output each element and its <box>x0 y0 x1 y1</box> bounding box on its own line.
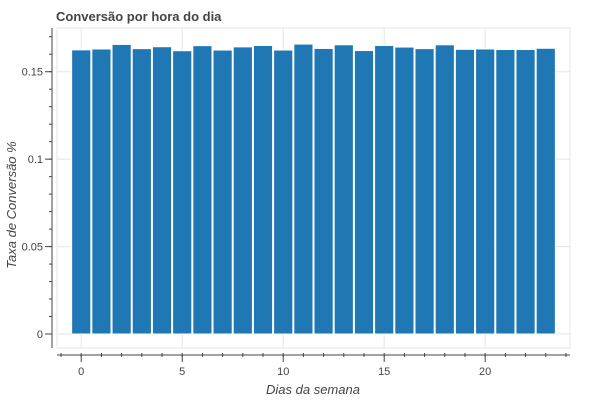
bar-hour-0 <box>71 49 92 335</box>
x-axis-label: Dias da semana <box>266 382 360 397</box>
bar-hour-9 <box>252 44 274 335</box>
bar-hour-2 <box>111 43 132 335</box>
x-tick-label: 5 <box>179 366 185 378</box>
bar-hour-13 <box>333 44 354 335</box>
bar-hour-3 <box>131 48 152 335</box>
bar-hour-4 <box>151 46 173 335</box>
bars-group <box>71 43 556 335</box>
y-axis-label: Taxa de Conversão % <box>4 141 19 268</box>
x-tick-label: 15 <box>378 366 390 378</box>
bar-hour-21 <box>495 49 516 335</box>
y-axis: 0 0.05 0.1 0.15 <box>22 28 53 348</box>
y-tick-label: 0 <box>37 329 43 341</box>
x-tick-label: 20 <box>479 366 491 378</box>
bar-hour-14 <box>353 50 375 335</box>
x-axis: 0 5 10 15 20 <box>57 353 570 378</box>
bar-hour-16 <box>394 46 415 335</box>
bar-hour-1 <box>91 48 112 335</box>
bar-hour-10 <box>273 49 294 335</box>
bar-hour-22 <box>515 49 536 335</box>
bar-hour-7 <box>212 49 233 335</box>
bar-hour-12 <box>313 47 334 335</box>
bar-hour-19 <box>454 48 476 335</box>
plot-frame <box>56 27 571 349</box>
bar-hour-5 <box>172 50 193 335</box>
bar-hour-8 <box>232 46 253 335</box>
bar-hour-15 <box>374 44 395 335</box>
x-tick-label: 0 <box>78 366 84 378</box>
y-tick-label: 0.15 <box>22 67 43 79</box>
bar-hour-11 <box>293 43 314 335</box>
x-tick-label: 10 <box>277 366 289 378</box>
bar-hour-17 <box>414 48 435 335</box>
bar-hour-6 <box>192 45 213 335</box>
bar-hour-23 <box>535 47 556 335</box>
y-tick-label: 0.1 <box>28 154 43 166</box>
chart-title: Conversão por hora do dia <box>56 9 222 24</box>
bar-hour-20 <box>475 48 496 335</box>
bar-hour-18 <box>434 44 455 335</box>
y-tick-label: 0.05 <box>22 242 43 254</box>
